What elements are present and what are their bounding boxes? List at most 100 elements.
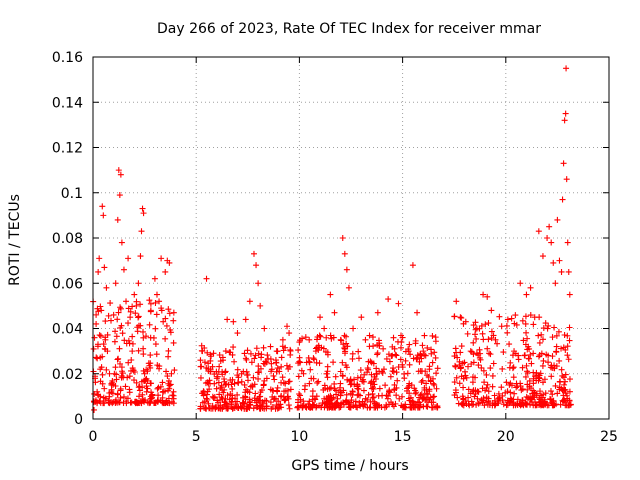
data-point	[561, 117, 568, 124]
data-point	[527, 284, 534, 291]
data-point	[405, 348, 412, 355]
data-point	[459, 399, 466, 406]
data-point	[346, 378, 353, 385]
data-point	[312, 396, 319, 403]
data-point	[120, 393, 127, 400]
data-point	[112, 280, 119, 287]
data-point	[559, 397, 566, 404]
data-point	[460, 384, 467, 391]
data-point	[458, 343, 465, 350]
data-point	[246, 298, 253, 305]
data-point	[103, 284, 110, 291]
data-point	[128, 356, 135, 363]
data-point	[362, 395, 369, 402]
data-point	[488, 335, 495, 342]
data-point	[345, 284, 352, 291]
data-point	[510, 402, 517, 409]
data-point	[504, 388, 511, 395]
data-point	[205, 360, 212, 367]
data-point	[255, 363, 262, 370]
data-point	[352, 402, 359, 409]
data-point	[320, 345, 327, 352]
data-point	[472, 331, 479, 338]
data-point	[153, 311, 160, 318]
data-point	[343, 397, 350, 404]
data-point	[238, 370, 245, 377]
data-point	[128, 367, 135, 374]
data-point	[452, 363, 459, 370]
data-point	[541, 399, 548, 406]
data-point	[373, 370, 380, 377]
data-point	[334, 395, 341, 402]
data-point	[220, 389, 227, 396]
data-point	[331, 309, 338, 316]
data-point	[358, 314, 365, 321]
data-point	[147, 393, 154, 400]
data-point	[287, 386, 294, 393]
data-point	[389, 352, 396, 359]
grid-lines	[93, 57, 609, 419]
data-point	[555, 328, 562, 335]
data-point	[294, 403, 301, 410]
data-point	[564, 332, 571, 339]
data-point	[393, 369, 400, 376]
data-point	[565, 268, 572, 275]
data-point	[378, 368, 385, 375]
data-point	[267, 356, 274, 363]
data-point	[154, 362, 161, 369]
data-point	[283, 362, 290, 369]
data-point	[90, 345, 97, 352]
data-point	[170, 388, 177, 395]
axis-ticks: 0 5 10 15 20 25 0 0.02 0.04 0.06 0.08 0.1 0.12 0.14 0.…	[52, 50, 618, 445]
data-point	[285, 378, 292, 385]
data-point	[428, 350, 435, 357]
data-point	[485, 398, 492, 405]
data-point	[336, 384, 343, 391]
data-point	[412, 387, 419, 394]
data-point	[467, 348, 474, 355]
data-point	[135, 280, 142, 287]
data-point	[321, 325, 328, 332]
data-point	[216, 397, 223, 404]
data-point	[541, 376, 548, 383]
data-point	[465, 363, 472, 370]
y-tick-label: 0	[74, 412, 83, 428]
data-point	[279, 336, 286, 343]
data-point	[114, 391, 121, 398]
data-point	[489, 383, 496, 390]
data-point	[546, 223, 553, 230]
data-point	[282, 344, 289, 351]
data-point	[347, 404, 354, 411]
data-point	[429, 359, 436, 366]
data-point	[419, 342, 426, 349]
data-point	[480, 367, 487, 374]
data-point	[539, 253, 546, 260]
data-point	[273, 348, 280, 355]
data-point	[349, 388, 356, 395]
data-point	[316, 360, 323, 367]
data-point	[124, 395, 131, 402]
data-point	[273, 359, 280, 366]
data-point	[461, 368, 468, 375]
data-point	[284, 323, 291, 330]
data-point	[480, 336, 487, 343]
data-point	[105, 399, 112, 406]
data-point	[559, 196, 566, 203]
data-point	[197, 363, 204, 370]
data-point	[120, 266, 127, 273]
data-point	[506, 364, 513, 371]
data-point	[483, 371, 490, 378]
data-point	[367, 380, 374, 387]
data-point	[429, 375, 436, 382]
data-point	[93, 354, 100, 361]
data-point	[314, 333, 321, 340]
data-point	[519, 317, 526, 324]
data-point	[229, 395, 236, 402]
data-point	[125, 255, 132, 262]
data-point	[368, 371, 375, 378]
data-point	[398, 393, 405, 400]
data-point	[278, 363, 285, 370]
data-point	[253, 262, 260, 269]
data-point	[339, 372, 346, 379]
data-point	[459, 393, 466, 400]
